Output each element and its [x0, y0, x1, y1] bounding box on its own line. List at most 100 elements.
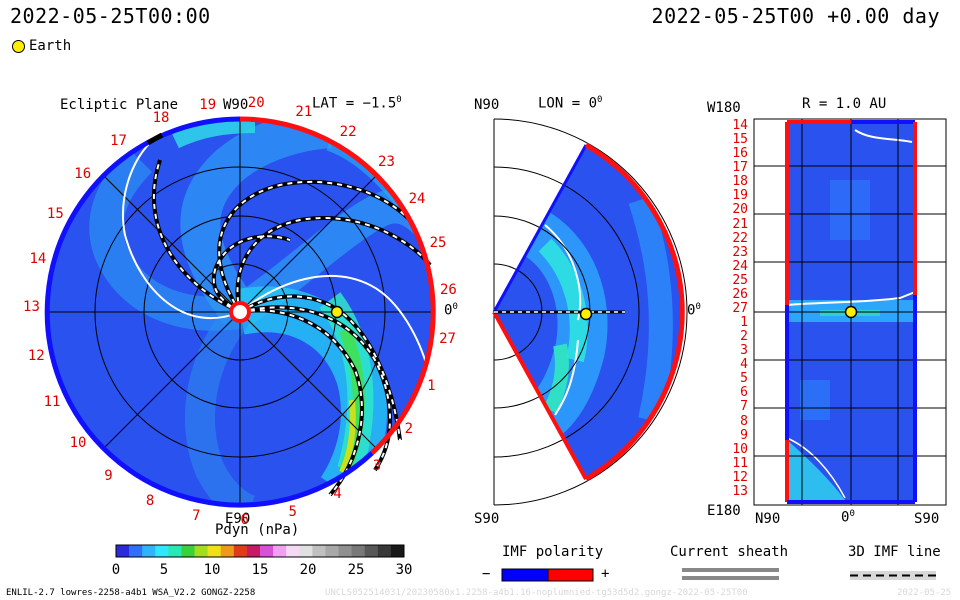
earth-marker-icon [12, 39, 25, 53]
colorbar-segment [129, 545, 143, 557]
colorbar-segment [299, 545, 313, 557]
carrington-number: 10 [69, 434, 87, 451]
colorbar-tick: 25 [347, 562, 365, 578]
radial-row-label: 11 [732, 455, 748, 471]
radial-row-label: 25 [732, 272, 748, 288]
meridional-title: LON = 00 [538, 95, 603, 112]
carrington-number: 7 [192, 508, 201, 525]
colorbar-segment [390, 545, 405, 557]
carrington-number: 25 [429, 234, 447, 251]
colorbar-segment [273, 545, 287, 557]
radial-x-label-s90: S90 [914, 511, 940, 527]
colorbar-segment [220, 545, 235, 557]
carrington-number: 23 [378, 153, 395, 170]
radial-row-label: 16 [732, 146, 748, 162]
earth-marker-ecliptic [330, 305, 344, 319]
current-sheath-title: Current sheath [670, 544, 789, 560]
carrington-number: 1 [427, 377, 436, 394]
imf-positive-swatch [547, 568, 594, 582]
ecliptic-bottom-label: E90 [225, 511, 251, 527]
radial-row-label: 6 [740, 385, 748, 401]
colorbar-segment [181, 545, 196, 557]
colorbar [115, 544, 405, 558]
colorbar-tick: 10 [203, 562, 221, 578]
radial-row-label: 27 [732, 300, 748, 316]
carrington-number: 20 [247, 94, 265, 111]
meridional-top-label: N90 [474, 97, 500, 113]
ecliptic-lat-label: LAT = −1.50 [312, 95, 402, 112]
radial-row-label: 7 [740, 399, 748, 415]
radial-row-label: 18 [732, 174, 748, 190]
radial-row-label: 9 [740, 427, 748, 443]
colorbar-segment [377, 545, 392, 557]
colorbar-segment [207, 545, 222, 557]
radial-row-label: 12 [732, 469, 748, 485]
colorbar-segment [338, 545, 353, 557]
earth-marker-meridional [579, 307, 593, 321]
carrington-number: 26 [439, 282, 457, 299]
colorbar-tick: 5 [159, 562, 169, 578]
colorbar-tick: 20 [299, 562, 317, 578]
meridional-plane-panel [492, 118, 688, 506]
colorbar-segment [168, 545, 182, 557]
colorbar-tick: 15 [251, 562, 269, 578]
meridional-right-label: 00 [687, 302, 701, 319]
carrington-number: 22 [339, 123, 357, 140]
radial-row-label: 15 [732, 132, 748, 148]
imf3d-title: 3D IMF line [848, 544, 941, 560]
radial-row-label: 1 [740, 315, 748, 331]
radial-x-label-n90: N90 [755, 511, 781, 527]
radial-x-label-0: 00 [841, 509, 855, 526]
radial-row-label: 4 [740, 357, 748, 373]
carrington-number: 27 [439, 330, 456, 347]
earth-marker-radial [844, 305, 858, 319]
footer-date: 2022-05-25 [897, 588, 952, 598]
carrington-number: 4 [333, 485, 342, 502]
ecliptic-top-label: W90 [223, 97, 249, 113]
carrington-number: 21 [295, 103, 313, 120]
carrington-number: 8 [145, 493, 155, 510]
radial-row-label: 20 [732, 202, 748, 218]
ecliptic-right-label: 00 [444, 302, 458, 319]
carrington-number: 6 [240, 511, 249, 528]
radial-row-label: 23 [732, 244, 748, 260]
radial-row-label: 3 [740, 343, 748, 359]
colorbar-segment [312, 545, 326, 557]
carrington-number: 18 [152, 109, 170, 126]
radial-row-label: 10 [732, 441, 748, 457]
colorbar-segment [364, 545, 379, 557]
radial-title: R = 1.0 AU [802, 96, 887, 112]
imf-negative-swatch [501, 568, 549, 582]
colorbar-segment [351, 545, 366, 557]
colorbar-segment [155, 545, 169, 557]
imf-minus-label: − [482, 566, 491, 582]
colorbar-segment [260, 545, 274, 557]
radial-bottom-left: E180 [707, 503, 741, 519]
timestamp-left: 2022-05-25T00:00 [10, 4, 211, 28]
colorbar-segment [116, 545, 130, 557]
carrington-number: 5 [288, 504, 297, 521]
radial-row-label: 26 [732, 286, 748, 302]
ecliptic-current-sheath [122, 137, 429, 371]
imf-plus-label: + [601, 566, 610, 582]
radial-panel [753, 118, 947, 506]
colorbar-segment [325, 545, 340, 557]
radial-row-label: 21 [732, 216, 748, 232]
footer-run: UNCLS052514031/20230580x1.2258-a4b1.16-n… [325, 588, 748, 598]
colorbar-tick: 0 [111, 562, 121, 578]
ecliptic-plane-panel [44, 116, 436, 508]
imf-polarity-title: IMF polarity [502, 544, 604, 560]
radial-row-label: 8 [740, 413, 748, 429]
carrington-number: 17 [110, 133, 127, 150]
carrington-number: 9 [104, 468, 113, 485]
carrington-number: 24 [408, 191, 426, 208]
radial-row-label: 2 [740, 329, 748, 345]
colorbar-segment [286, 545, 300, 557]
carrington-number: 14 [29, 251, 47, 268]
radial-top-left: W180 [707, 100, 741, 116]
ecliptic-title: Ecliptic Plane [60, 97, 179, 113]
earth-legend-label: Earth [29, 38, 72, 54]
carrington-number: 15 [46, 205, 64, 222]
colorbar-tick: 30 [395, 562, 413, 578]
